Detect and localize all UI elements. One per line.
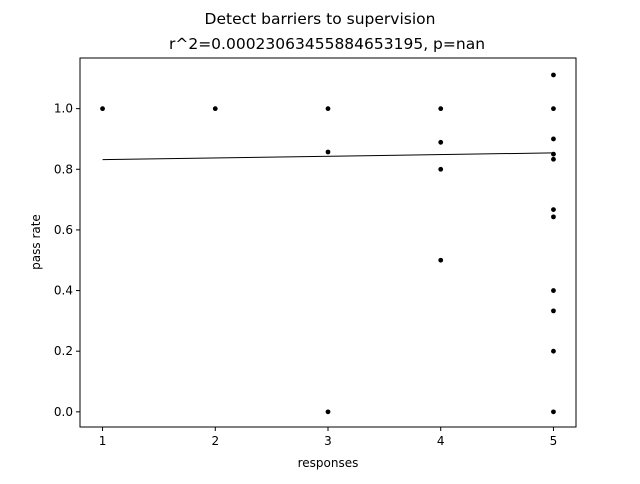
data-point [551,348,556,354]
data-point [551,72,556,78]
data-point [438,139,444,145]
regression-line [102,152,554,161]
y-axis: 0.0 0.2 0.4 0.6 0.8 1.0 [54,102,80,419]
y-tick-label: 0.4 [54,284,73,298]
x-axis: 1 2 3 4 5 [99,427,558,448]
fit-line-group [102,152,554,161]
data-point [551,308,556,314]
data-point [551,409,556,415]
y-tick-label: 0.8 [54,162,73,176]
data-point [325,149,331,155]
y-tick-label: 1.0 [54,102,73,116]
scatter-points [100,72,556,415]
x-axis-label: responses [298,456,359,470]
y-axis-label: pass rate [29,214,43,270]
data-point [551,214,556,220]
y-tick-label: 0.2 [54,344,73,358]
data-point [325,106,331,112]
data-point [325,409,331,415]
data-point [100,106,105,112]
data-point [438,106,444,112]
plot-area [79,57,577,428]
y-tick-label: 0.0 [54,405,73,419]
x-tick-label: 1 [99,434,107,448]
data-point [551,136,556,142]
data-point [551,156,556,162]
chart-subtitle: r^2=0.00023063455884653195, p=nan [169,35,485,53]
x-tick-label: 5 [550,434,558,448]
data-point [438,166,444,172]
x-tick-label: 4 [437,434,445,448]
data-point [438,257,444,263]
data-point [212,106,218,112]
data-point [551,207,556,213]
x-tick-label: 3 [324,434,332,448]
x-tick-label: 2 [211,434,219,448]
data-point [551,151,556,157]
chart-title: Detect barriers to supervision [205,10,436,28]
y-tick-label: 0.6 [54,223,73,237]
data-point [551,106,556,112]
data-point [551,288,556,293]
